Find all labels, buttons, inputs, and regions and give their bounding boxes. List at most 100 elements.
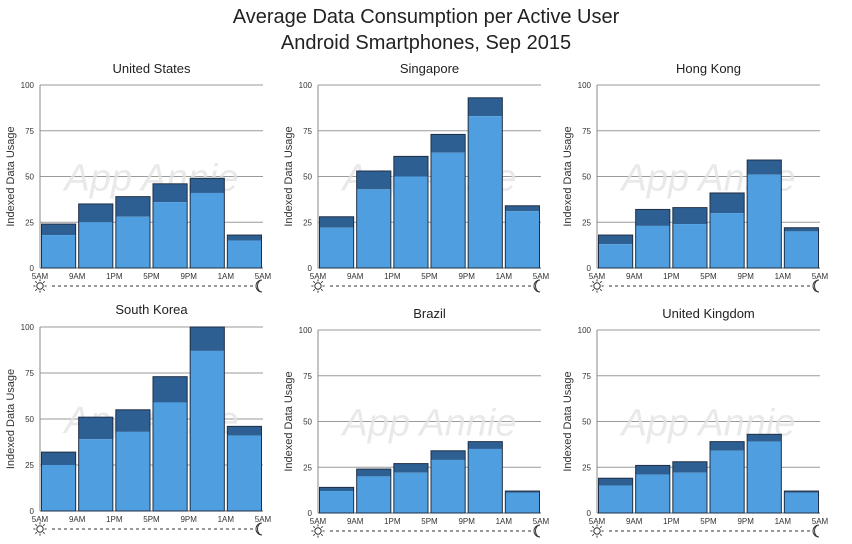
bar-lower-9pm-1am xyxy=(747,441,782,513)
bar-lower-1am-5am xyxy=(784,492,819,513)
bar-outline xyxy=(709,192,745,269)
bar-upper-1am-5am xyxy=(227,426,262,436)
moon-icon xyxy=(533,279,541,293)
bar-lower-9am-1pm xyxy=(635,474,670,513)
panel-title: South Korea xyxy=(115,302,188,317)
bar-lower-9am-1pm xyxy=(356,476,391,513)
bar-upper-9pm-1am xyxy=(190,327,225,351)
bar-lower-5pm-9pm xyxy=(153,402,188,511)
bar-outline xyxy=(115,196,151,269)
bar-upper-5pm-9pm xyxy=(431,134,466,153)
sun-icon xyxy=(311,524,325,538)
bar-outline xyxy=(152,183,188,269)
bar-upper-5am-9am xyxy=(598,478,633,486)
bar-outline xyxy=(635,464,671,514)
bar-upper-1am-5am xyxy=(505,205,540,212)
y-tick-label: 25 xyxy=(582,218,591,227)
bar-lower-5pm-9pm xyxy=(710,213,745,268)
moon-icon xyxy=(255,522,263,536)
sun-icon xyxy=(33,279,47,293)
bar-lower-5am-9am xyxy=(598,485,633,513)
bar-upper-9am-1pm xyxy=(635,209,670,226)
bar-lower-1pm-5pm xyxy=(672,472,707,513)
panel-title: Hong Kong xyxy=(676,61,741,76)
y-tick-label: 50 xyxy=(25,415,34,424)
chart-title-line2: Android Smartphones, Sep 2015 xyxy=(280,32,572,54)
y-tick-label: 100 xyxy=(578,326,592,335)
bar-lower-1pm-5pm xyxy=(672,224,707,268)
x-tick-label: 1PM xyxy=(384,272,401,281)
x-tick-label: 5PM xyxy=(421,272,438,281)
bar-lower-5am-9am xyxy=(598,244,633,268)
bar-upper-9pm-1am xyxy=(190,178,225,193)
panel-title: United States xyxy=(112,61,191,76)
bar-upper-1pm-5pm xyxy=(115,409,150,432)
y-tick-label: 25 xyxy=(303,463,312,472)
y-tick-label: 100 xyxy=(299,81,313,90)
bar-lower-5am-9am xyxy=(41,465,76,511)
x-tick-label: 9AM xyxy=(69,272,86,281)
bar-outline xyxy=(672,207,708,269)
y-tick-label: 0 xyxy=(30,507,35,516)
x-tick-label: 5AM xyxy=(589,517,606,526)
bar-outline xyxy=(467,97,503,269)
moon-icon xyxy=(255,279,263,293)
x-tick-label: 9PM xyxy=(458,272,475,281)
bar-upper-9pm-1am xyxy=(747,434,782,442)
bar-lower-9pm-1am xyxy=(468,448,503,513)
x-tick-label: 9PM xyxy=(737,517,754,526)
bar-lower-1pm-5pm xyxy=(115,431,150,511)
x-tick-label: 1PM xyxy=(663,517,680,526)
bar-lower-1pm-5pm xyxy=(115,216,150,268)
bar-lower-5pm-9pm xyxy=(153,202,188,268)
y-tick-label: 50 xyxy=(582,173,591,182)
bar-outline xyxy=(709,441,745,514)
bar-upper-1am-5am xyxy=(227,235,262,241)
bar-lower-5pm-9pm xyxy=(431,152,466,268)
bar-outline xyxy=(189,326,225,512)
chart-title-line1: Average Data Consumption per Active User xyxy=(232,6,620,28)
x-tick-label: 1PM xyxy=(384,517,401,526)
bar-lower-5am-9am xyxy=(319,227,354,268)
x-tick-label: 5AM xyxy=(32,272,49,281)
x-tick-label: 5PM xyxy=(143,515,160,524)
x-tick-label: 5AM xyxy=(310,517,327,526)
bar-outline xyxy=(393,463,429,514)
bar-upper-9am-1pm xyxy=(356,171,391,190)
bar-lower-9am-1pm xyxy=(356,189,391,268)
bar-outline xyxy=(430,450,466,514)
sun-icon xyxy=(590,279,604,293)
y-tick-label: 25 xyxy=(303,218,312,227)
panel-title: Brazil xyxy=(413,306,446,321)
bar-outline xyxy=(41,223,77,269)
bar-lower-1am-5am xyxy=(505,211,540,268)
bar-upper-1pm-5pm xyxy=(672,207,707,225)
y-axis-label: Indexed Data Usage xyxy=(562,371,574,471)
bar-lower-5pm-9pm xyxy=(431,459,466,513)
y-tick-label: 100 xyxy=(578,81,592,90)
bar-lower-5am-9am xyxy=(41,235,76,268)
x-tick-label: 1AM xyxy=(218,515,235,524)
bar-outline xyxy=(598,477,634,514)
bar-lower-1am-5am xyxy=(784,231,819,268)
bar-outline xyxy=(672,461,708,514)
sun-icon xyxy=(311,279,325,293)
bar-upper-1pm-5pm xyxy=(393,463,428,473)
x-tick-label: 5AM xyxy=(310,272,327,281)
y-axis-label: Indexed Data Usage xyxy=(283,126,295,226)
y-tick-label: 0 xyxy=(587,509,592,518)
bar-outline xyxy=(226,234,262,269)
bar-upper-5pm-9pm xyxy=(710,441,745,451)
bar-upper-5am-9am xyxy=(319,216,354,228)
bar-lower-1am-5am xyxy=(227,435,262,511)
y-axis-label: Indexed Data Usage xyxy=(283,371,295,471)
y-tick-label: 25 xyxy=(25,461,34,470)
bar-outline xyxy=(746,433,782,514)
bar-outline xyxy=(430,133,466,269)
y-tick-label: 0 xyxy=(308,509,313,518)
bar-outline xyxy=(783,227,819,269)
bar-upper-5am-9am xyxy=(41,452,76,465)
